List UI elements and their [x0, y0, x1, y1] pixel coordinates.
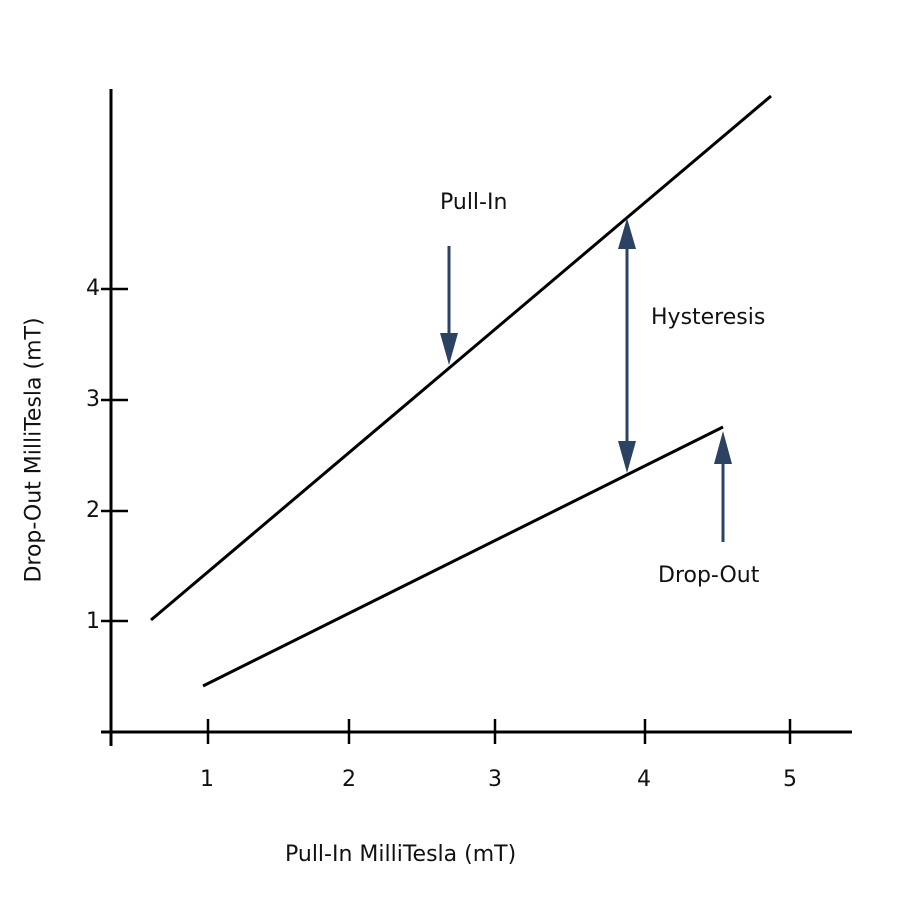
hysteresis-double-arrow-icon	[618, 218, 636, 473]
drop-out-line	[202, 425, 724, 688]
y-tick-label: 3	[86, 387, 100, 412]
x-tick-label: 3	[488, 767, 502, 792]
x-tick-label: 2	[342, 767, 356, 792]
x-tick-label: 1	[200, 767, 214, 792]
drop-out-arrow-icon	[714, 431, 732, 542]
y-axis-title: Drop-Out MilliTesla (mT)	[21, 317, 47, 583]
y-ticks	[101, 287, 128, 623]
pull-in-arrow-icon	[440, 246, 458, 365]
x-ticks	[206, 719, 792, 744]
drop-out-label: Drop-Out	[658, 563, 760, 588]
x-axis-title: Pull-In MilliTesla (mT)	[285, 842, 517, 867]
y-tick-label: 1	[86, 609, 100, 634]
pull-in-label: Pull-In	[440, 190, 508, 215]
hysteresis-label: Hysteresis	[651, 305, 766, 330]
x-tick-label: 4	[637, 767, 651, 792]
y-tick-label: 4	[86, 276, 100, 301]
y-tick-label: 2	[86, 498, 100, 523]
pull-in-line	[150, 94, 772, 622]
x-tick-label: 5	[783, 767, 797, 792]
